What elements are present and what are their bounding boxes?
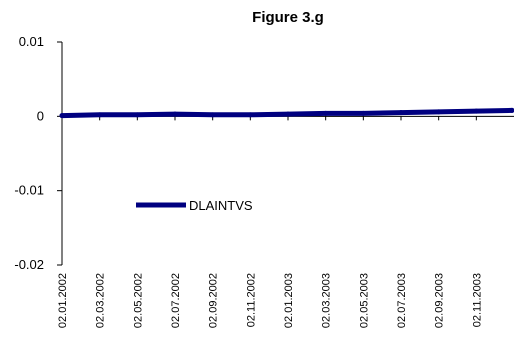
series-point (134, 112, 140, 118)
series-point (473, 108, 479, 114)
x-tick-label: 02.09.2002 (208, 273, 220, 328)
x-tick-label: 02.11.2002 (245, 273, 257, 327)
x-tick-label: 02.05.2003 (358, 273, 370, 328)
series-point (360, 110, 366, 116)
x-tick-label: 02.11.2003 (471, 273, 483, 327)
series-point (97, 112, 103, 118)
series-point (172, 111, 178, 117)
series-layer (59, 107, 514, 119)
series-point (398, 110, 404, 116)
x-tick-label: 02.07.2003 (396, 273, 408, 328)
series-point (59, 113, 65, 119)
y-tick-label: 0.01 (19, 34, 44, 49)
x-tick-label: 02.03.2002 (95, 273, 107, 328)
x-tick-label: 02.09.2003 (434, 273, 446, 328)
legend-label: DLAINTVS (189, 198, 253, 213)
y-tick-label: -0.02 (14, 257, 44, 272)
x-tick-label: 02.07.2002 (170, 273, 182, 328)
x-tick-label: 02.01.2003 (283, 273, 295, 328)
chart-title: Figure 3.g (252, 9, 324, 26)
series-point (509, 107, 514, 113)
y-tick-label: 0 (37, 108, 44, 123)
y-axis: 0.01 0 -0.01 -0.02 (14, 34, 62, 272)
series-point (436, 109, 442, 115)
series-point (285, 111, 291, 117)
series-point (210, 112, 216, 118)
x-tick-label: 02.05.2002 (132, 273, 144, 328)
y-tick-label: -0.01 (14, 183, 44, 198)
legend: DLAINTVS (136, 198, 253, 213)
series-point (247, 112, 253, 118)
plot-area (61, 42, 514, 265)
series-point (323, 110, 329, 116)
x-tick-label: 02.01.2002 (57, 273, 69, 328)
x-axis: 02.01.2002 02.03.2002 02.05.2002 02.07.2002… (57, 116, 483, 328)
x-tick-label: 02.03.2003 (321, 273, 333, 328)
